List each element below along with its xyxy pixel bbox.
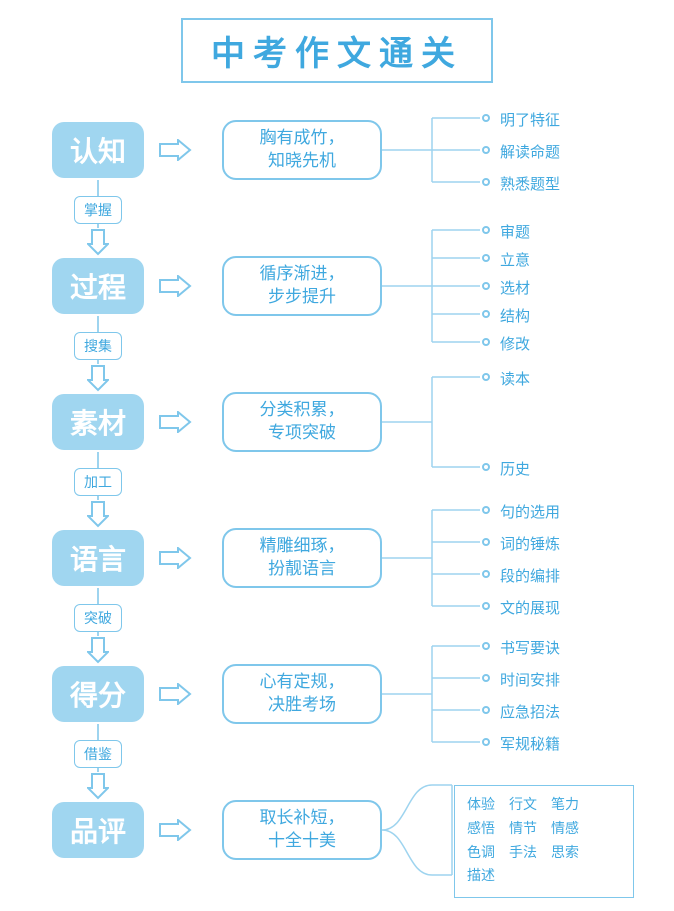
arrow-stage-desc-5	[158, 819, 192, 841]
arrow-stage-desc-0	[158, 139, 192, 161]
leaf-dot-0-1	[482, 146, 490, 154]
leaf-4-3: 军规秘籍	[500, 733, 560, 754]
stage-3: 语言	[52, 530, 144, 586]
leaf-dot-4-0	[482, 642, 490, 650]
leaf-dot-1-1	[482, 254, 490, 262]
leaf-dot-4-3	[482, 738, 490, 746]
leaf-0-2: 熟悉题型	[500, 173, 560, 194]
arrow-stage-desc-3	[158, 547, 192, 569]
leaf-dot-0-2	[482, 178, 490, 186]
desc-0: 胸有成竹，知晓先机	[222, 120, 382, 180]
leaf-dot-0-0	[482, 114, 490, 122]
desc-5: 取长补短，十全十美	[222, 800, 382, 860]
desc-3: 精雕细琢，扮靓语言	[222, 528, 382, 588]
arrow-down-3	[87, 636, 109, 669]
arrow-down-4	[87, 772, 109, 805]
leaf-0-1: 解读命题	[500, 141, 560, 162]
leaf-dot-2-0	[482, 373, 490, 381]
arrow-down-1	[87, 364, 109, 397]
desc-4: 心有定规，决胜考场	[222, 664, 382, 724]
stage-0: 认知	[52, 122, 144, 178]
leaf-dot-3-2	[482, 570, 490, 578]
leaf-dot-1-0	[482, 226, 490, 234]
title: 中考作文通关	[181, 18, 493, 83]
leaf-dot-4-2	[482, 706, 490, 714]
leaf-dot-1-2	[482, 282, 490, 290]
leaf-dot-3-0	[482, 506, 490, 514]
arrow-stage-desc-4	[158, 683, 192, 705]
leaf-1-1: 立意	[500, 249, 530, 270]
leaf-3-3: 文的展现	[500, 597, 560, 618]
leaf-2-0: 读本	[500, 368, 530, 389]
leaf-3-1: 词的锤炼	[500, 533, 560, 554]
desc-2: 分类积累，专项突破	[222, 392, 382, 452]
link-4: 借鉴	[74, 740, 122, 768]
leaf-0-0: 明了特征	[500, 109, 560, 130]
link-3: 突破	[74, 604, 122, 632]
leaf-dot-1-4	[482, 338, 490, 346]
leaf-dot-2-1	[482, 463, 490, 471]
leaf-4-2: 应急招法	[500, 701, 560, 722]
leaf-3-2: 段的编排	[500, 565, 560, 586]
arrow-stage-desc-2	[158, 411, 192, 433]
link-2: 加工	[74, 468, 122, 496]
leaf-2-1: 历史	[500, 458, 530, 479]
leaf-1-0: 审题	[500, 221, 530, 242]
link-0: 掌握	[74, 196, 122, 224]
stage-2: 素材	[52, 394, 144, 450]
stage-1: 过程	[52, 258, 144, 314]
leaf-dot-4-1	[482, 674, 490, 682]
leaf-1-2: 选材	[500, 277, 530, 298]
leaf-3-0: 句的选用	[500, 501, 560, 522]
leaf-dot-3-1	[482, 538, 490, 546]
stage-5: 品评	[52, 802, 144, 858]
grid-box: 体验行文笔力感悟情节情感色调手法思索描述	[454, 785, 634, 898]
desc-1: 循序渐进，步步提升	[222, 256, 382, 316]
leaf-dot-1-3	[482, 310, 490, 318]
leaf-4-0: 书写要诀	[500, 637, 560, 658]
arrow-stage-desc-1	[158, 275, 192, 297]
leaf-dot-3-3	[482, 602, 490, 610]
arrow-down-2	[87, 500, 109, 533]
link-1: 搜集	[74, 332, 122, 360]
leaf-1-4: 修改	[500, 333, 530, 354]
arrow-down-0	[87, 228, 109, 261]
leaf-1-3: 结构	[500, 305, 530, 326]
leaf-4-1: 时间安排	[500, 669, 560, 690]
stage-4: 得分	[52, 666, 144, 722]
